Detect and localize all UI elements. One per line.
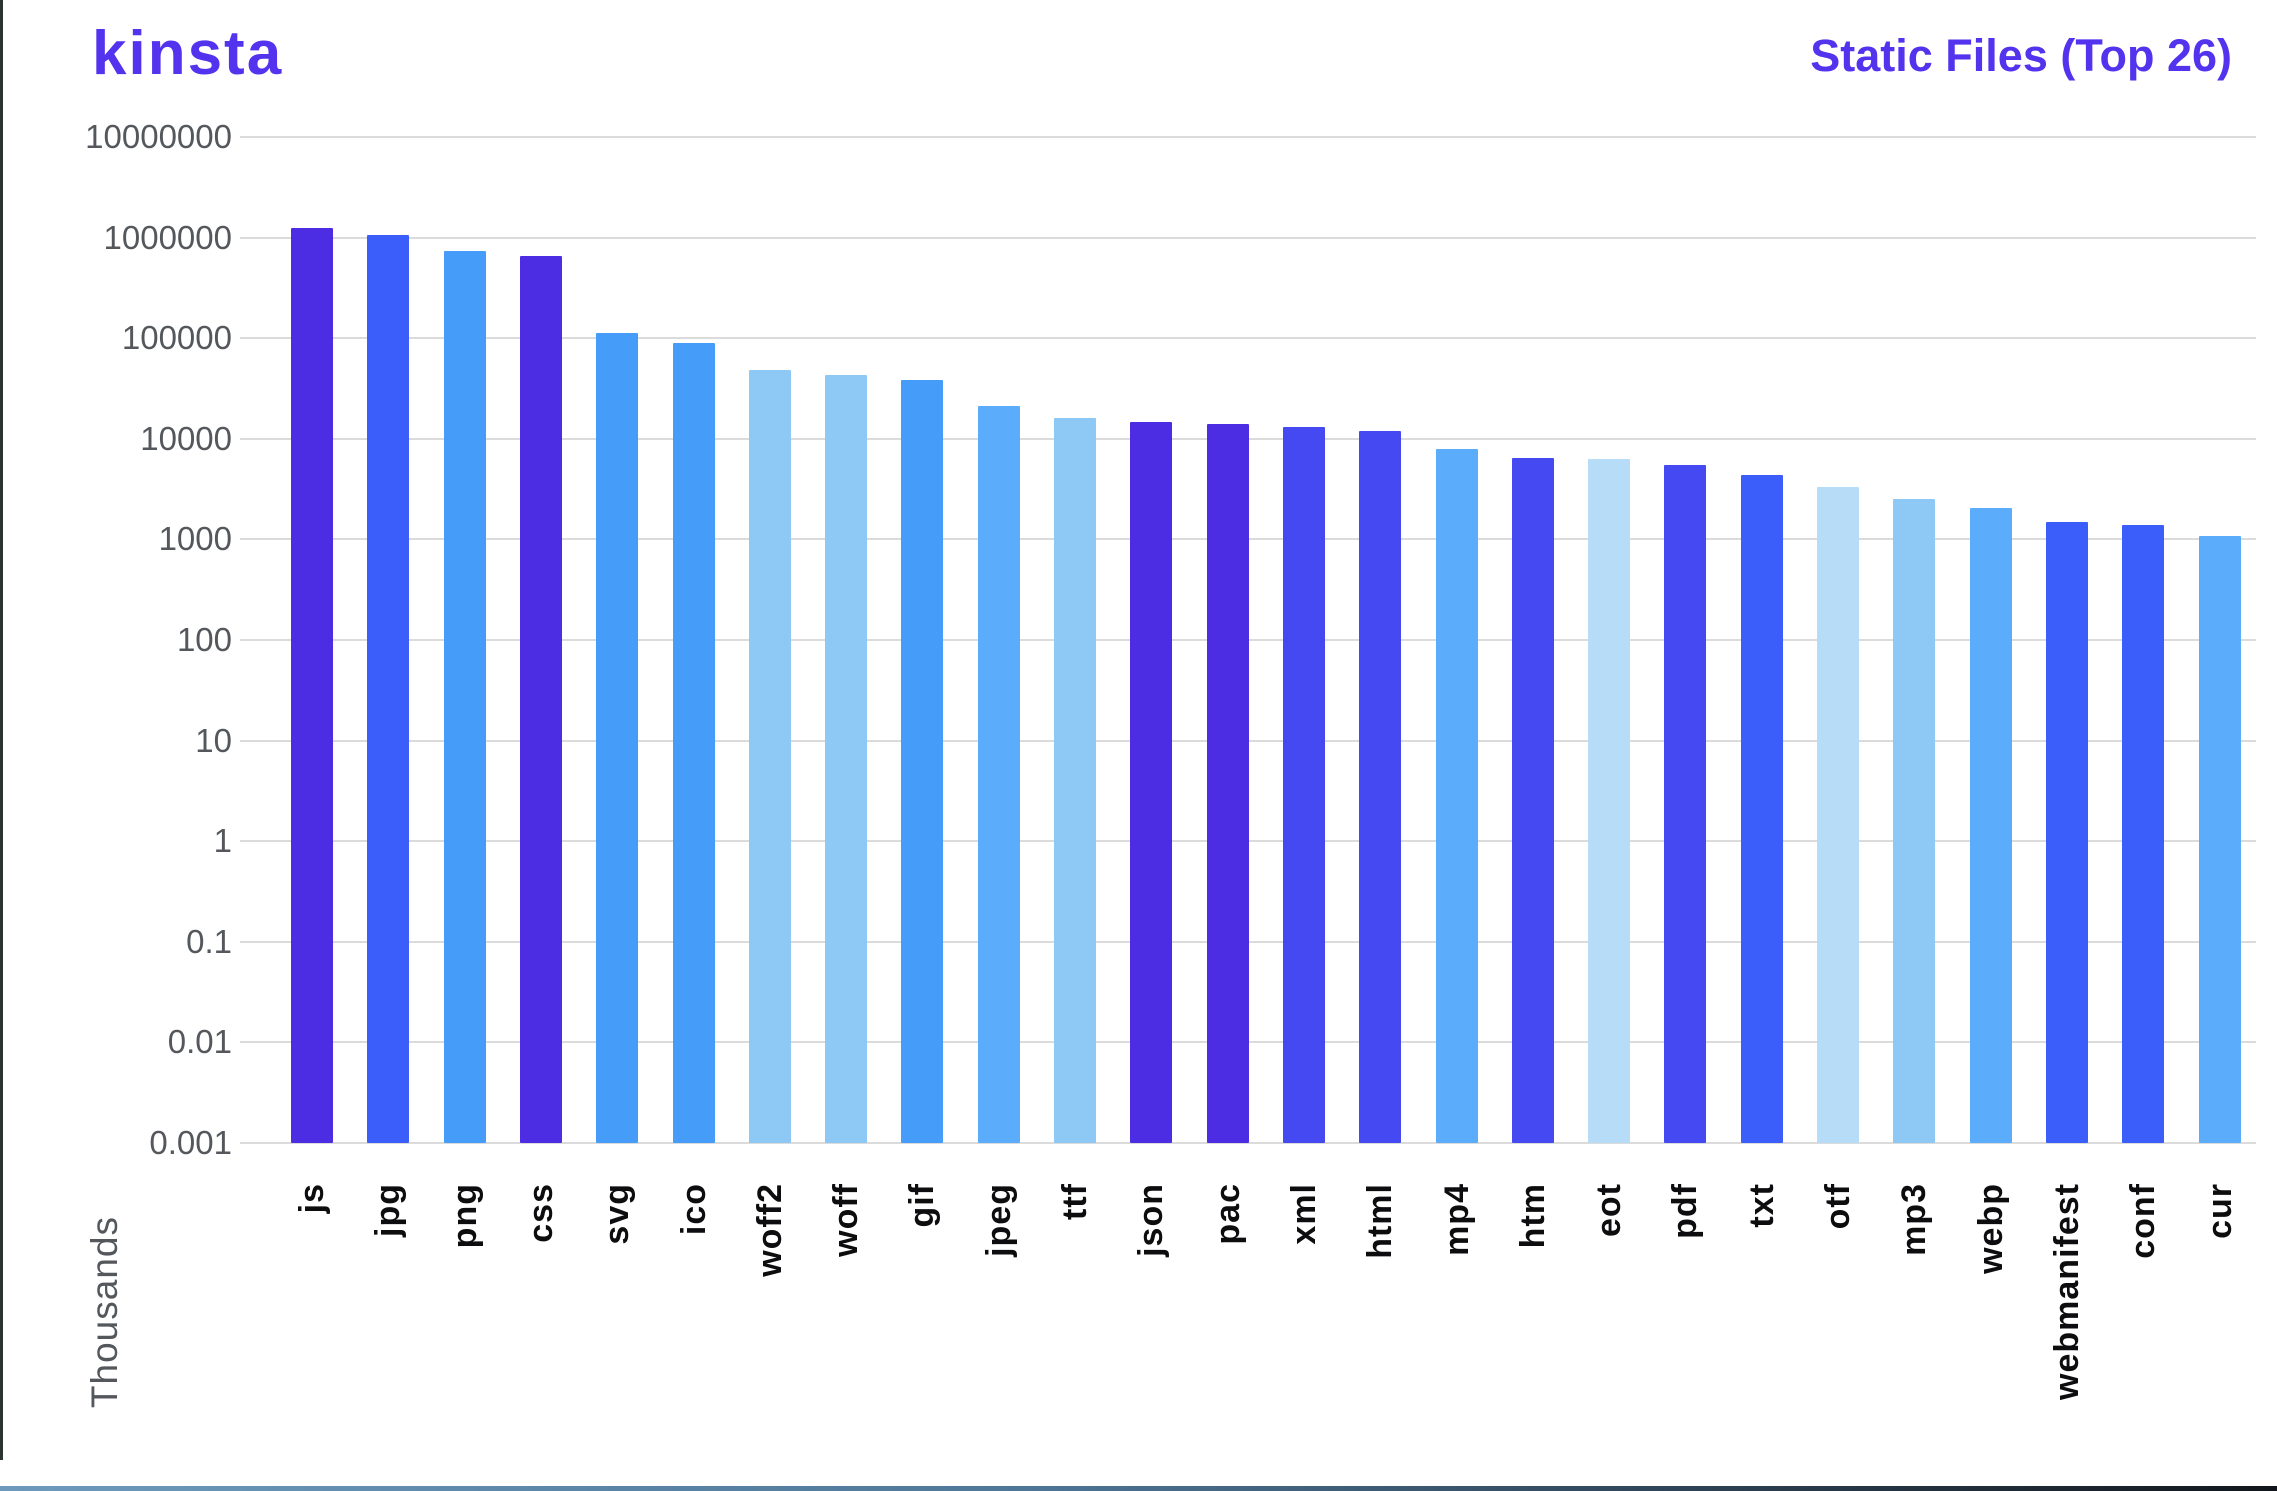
- bar-html: [1359, 430, 1402, 1143]
- bar-mp3: [1893, 498, 1936, 1143]
- x-label-xml: xml: [1284, 1183, 1323, 1245]
- x-label-mp3: mp3: [1895, 1183, 1934, 1256]
- bar-pac: [1206, 424, 1249, 1143]
- y-tick-label: 0.1: [186, 922, 232, 960]
- x-label-conf: conf: [2124, 1183, 2163, 1259]
- bar-woff: [825, 375, 868, 1143]
- x-label-jpg: jpg: [369, 1183, 408, 1237]
- y-axis-title: Thousands: [84, 1216, 125, 1409]
- y-tick-label: 10: [195, 721, 232, 759]
- gridline: [240, 136, 2256, 138]
- x-label-json: json: [1132, 1183, 1171, 1257]
- bar-woff2: [748, 370, 791, 1143]
- bar-xml: [1282, 427, 1325, 1143]
- x-label-png: png: [445, 1183, 484, 1249]
- x-label-js: js: [293, 1183, 331, 1214]
- x-label-txt: txt: [1742, 1183, 1781, 1228]
- x-label-pdf: pdf: [1666, 1183, 1705, 1239]
- gridline: [240, 236, 2256, 239]
- x-label-mp4: mp4: [1437, 1183, 1476, 1256]
- x-label-woff: woff: [827, 1183, 866, 1257]
- bar-txt: [1740, 474, 1783, 1143]
- bar-webmanifest: [2045, 521, 2088, 1143]
- x-label-eot: eot: [1590, 1183, 1629, 1237]
- bar-svg: [596, 332, 639, 1143]
- bar-css: [519, 256, 562, 1143]
- x-label-gif: gif: [903, 1183, 942, 1228]
- gridline: [240, 337, 2256, 340]
- x-label-html: html: [1361, 1183, 1400, 1259]
- chart-title: Static Files (Top 26): [1810, 30, 2232, 81]
- bar-png: [443, 251, 486, 1143]
- bar-jpeg: [977, 406, 1020, 1143]
- bar-eot: [1588, 458, 1631, 1143]
- y-tick-label: 1: [213, 822, 232, 860]
- bar-otf: [1817, 487, 1859, 1143]
- y-tick-label: 10000000: [85, 118, 232, 155]
- gridline: [240, 1142, 2256, 1144]
- bar-cur: [2198, 536, 2241, 1143]
- bar-js: [291, 227, 333, 1143]
- y-tick-label: 1000000: [103, 218, 232, 256]
- bar-jpg: [367, 235, 410, 1143]
- bar-json: [1130, 421, 1173, 1143]
- x-label-ttf: ttf: [1056, 1183, 1094, 1220]
- bar-webp: [1969, 508, 2012, 1143]
- x-label-pac: pac: [1208, 1183, 1247, 1245]
- x-label-woff2: woff2: [750, 1183, 789, 1277]
- bar-conf: [2122, 524, 2165, 1143]
- x-label-css: css: [521, 1183, 560, 1243]
- y-tick-label: 1000: [158, 520, 232, 558]
- bar-mp4: [1435, 448, 1478, 1143]
- x-label-htm: htm: [1513, 1183, 1552, 1249]
- kinsta-logo: Kinsta: [92, 19, 284, 88]
- y-tick-label: 100000: [121, 319, 232, 357]
- bar-ttf: [1054, 418, 1096, 1143]
- bar-gif: [901, 380, 944, 1143]
- x-label-jpeg: jpeg: [979, 1183, 1018, 1257]
- x-label-webmanifest: webmanifest: [2047, 1183, 2086, 1400]
- screenshot-left-edge: [0, 0, 3, 1460]
- bar-ico: [672, 343, 715, 1143]
- x-label-otf: otf: [1819, 1183, 1857, 1230]
- x-label-svg: svg: [598, 1183, 637, 1245]
- x-label-cur: cur: [2200, 1183, 2239, 1239]
- bar-htm: [1511, 457, 1554, 1143]
- bar-pdf: [1664, 464, 1707, 1143]
- screenshot-bottom-edge: [0, 1486, 2277, 1491]
- x-label-webp: webp: [1971, 1183, 2010, 1274]
- y-tick-label: 0.001: [149, 1124, 232, 1161]
- y-tick-label: 100: [176, 621, 232, 658]
- x-label-ico: ico: [674, 1183, 713, 1236]
- y-tick-label: 0.01: [167, 1023, 232, 1061]
- y-tick-label: 10000: [140, 419, 232, 457]
